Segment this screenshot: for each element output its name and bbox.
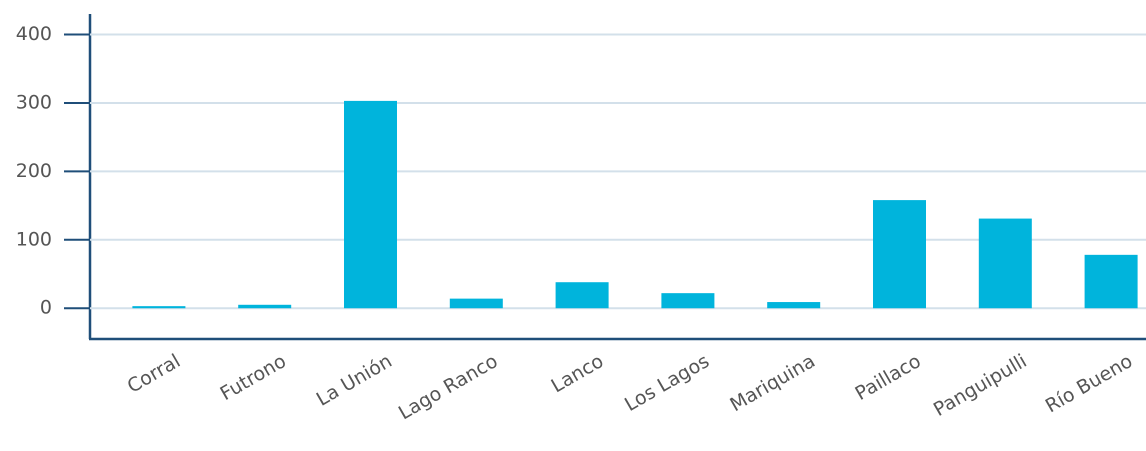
x-tick-label: La Unión [313, 350, 396, 411]
x-tick-label: Los Lagos [621, 350, 713, 416]
x-tick-label: Mariquina [726, 350, 819, 416]
bar [449, 298, 503, 309]
bar [344, 100, 397, 309]
bar [555, 282, 609, 309]
x-tick-label: Lago Ranco [395, 350, 502, 424]
x-tick-label: Corral [124, 350, 184, 398]
x-tick-label: Futrono [217, 350, 290, 405]
bar [238, 304, 292, 309]
y-tick-label: 400 [16, 23, 52, 45]
bar [978, 218, 1032, 309]
y-tick-label: 100 [16, 228, 52, 250]
bar [1084, 254, 1138, 309]
bar [873, 200, 926, 309]
y-tick-label: 200 [16, 160, 52, 182]
x-tick-label: Lanco [548, 350, 608, 397]
y-tick-label: 300 [16, 91, 52, 113]
x-tick-label: Panguipulli [930, 350, 1031, 421]
x-tick-label: Paillaco [852, 350, 925, 405]
bar [132, 306, 186, 309]
x-tick-label: Río Bueno [1042, 350, 1137, 417]
bar [767, 302, 821, 309]
bar [661, 293, 715, 309]
y-tick-label: 0 [40, 297, 52, 319]
